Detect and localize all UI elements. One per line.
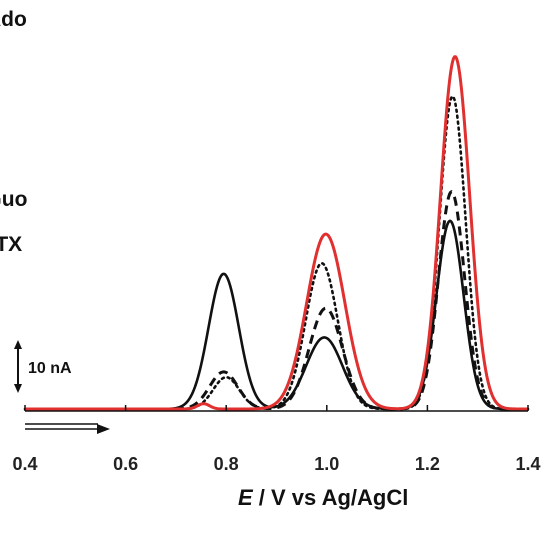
scan-direction-arrow (25, 423, 110, 434)
x-tick-label-4: 1.2 (415, 454, 440, 474)
scale-bar-arrow-top (14, 340, 22, 349)
series-3-solid-curve (24, 55, 529, 411)
x-axis-title-italic: E (238, 485, 254, 510)
x-tick-label-2: 0.8 (214, 454, 239, 474)
peak-label-dado: dAdo (0, 8, 27, 31)
x-axis-title: E / V vs Ag/AgCl (238, 485, 408, 510)
scale-bar-arrow-bottom (14, 384, 22, 393)
scale-bar: 10 nA (14, 340, 72, 393)
x-tick-label-1: 0.6 (113, 454, 138, 474)
x-tick-label-5: 1.4 (515, 454, 540, 474)
x-tick-label-3: 1.0 (314, 454, 339, 474)
series-0-solid-curve (24, 219, 529, 411)
peak-label-mtx: MTX (0, 233, 22, 256)
scan-arrow-head (97, 424, 110, 434)
x-ticks-group: 0.4 0.6 0.8 1.0 1.2 1.4 (12, 405, 541, 474)
curves-group (23, 55, 530, 411)
peak-label-dguo: dGuo (0, 188, 27, 211)
x-tick-label-0: 0.4 (12, 454, 37, 474)
scale-bar-label: 10 nA (28, 360, 72, 377)
series-2-dotted-curve (23, 95, 530, 411)
x-axis-title-rest: / V vs Ag/AgCl (253, 485, 409, 510)
